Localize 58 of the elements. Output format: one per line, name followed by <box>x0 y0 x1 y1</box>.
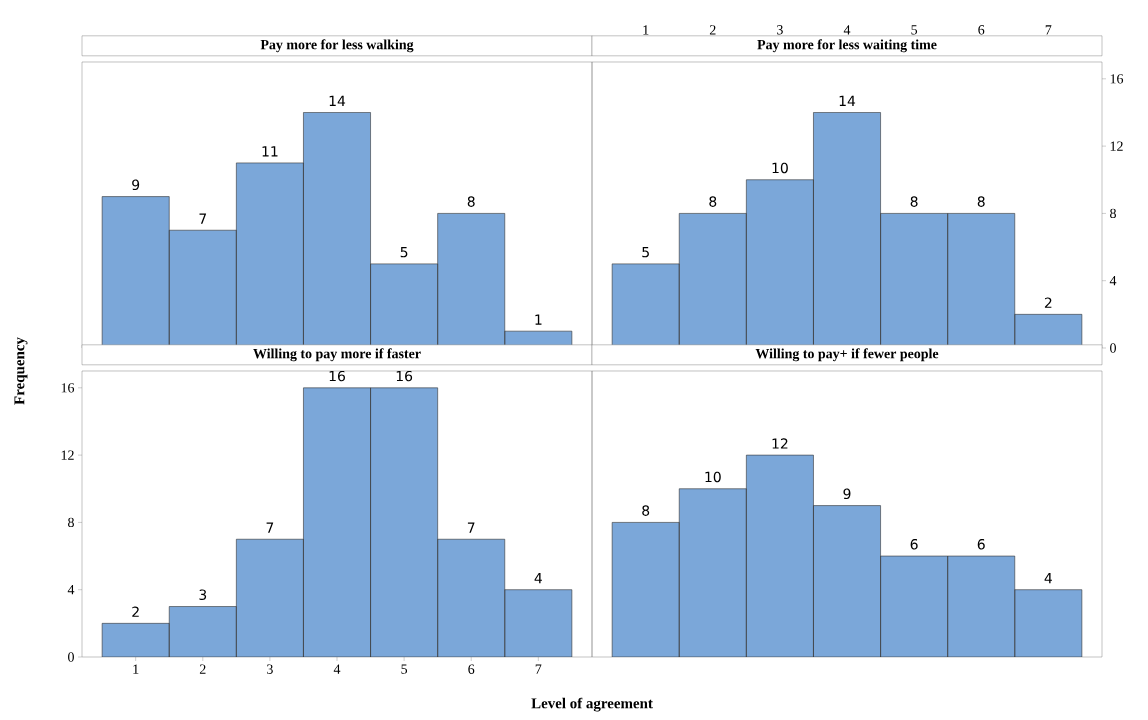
data-label: 5 <box>400 246 408 258</box>
x-tick-label: 6 <box>468 664 475 674</box>
data-label: 1 <box>535 314 542 325</box>
data-label: 8 <box>910 196 918 207</box>
data-label: 10 <box>772 162 788 174</box>
data-label: 6 <box>910 538 918 550</box>
data-label: 16 <box>396 370 413 382</box>
x-tick-label: 6 <box>978 25 985 35</box>
y-tick-label: 4 <box>67 585 75 595</box>
data-label: 9 <box>843 488 851 500</box>
data-label: 8 <box>709 196 717 207</box>
chart-title: Willing to pay+ if fewer people <box>755 348 939 362</box>
data-label: 6 <box>977 538 985 550</box>
x-tick-label: 1 <box>643 25 649 35</box>
data-label: 7 <box>467 522 475 533</box>
data-label: 8 <box>467 196 475 207</box>
chart-title: Willing to pay more if faster <box>253 348 421 362</box>
data-label: 11 <box>262 146 278 157</box>
data-label: 7 <box>199 213 207 224</box>
x-tick-label: 5 <box>401 664 408 674</box>
y-tick-label: 0 <box>68 652 74 662</box>
x-tick-label: 4 <box>843 25 851 35</box>
x-tick-label: 2 <box>709 25 716 35</box>
data-label: 2 <box>132 606 139 617</box>
chart-title: Pay more for less walking <box>260 39 414 53</box>
x-tick-label: 1 <box>133 664 139 674</box>
x-tick-label: 2 <box>199 664 206 674</box>
data-label: 5 <box>642 246 649 258</box>
chart-title: Pay more for less waiting time <box>757 39 937 53</box>
y-tick-label: 0 <box>1110 343 1116 353</box>
y-tick-label: 16 <box>1110 74 1124 84</box>
data-label: 8 <box>977 196 985 207</box>
data-label: 8 <box>642 505 650 516</box>
x-tick-label: 4 <box>333 664 341 674</box>
data-label: 4 <box>1044 573 1052 584</box>
x-tick-label: 3 <box>267 664 273 674</box>
x-tick-label: 5 <box>911 25 918 35</box>
x-tick-label: 7 <box>1045 25 1052 35</box>
data-label: 14 <box>839 95 856 106</box>
data-label: 2 <box>1044 297 1052 308</box>
y-axis-title: Frequency <box>14 337 28 405</box>
y-tick-label: 4 <box>1109 276 1117 286</box>
data-label: 10 <box>705 471 721 483</box>
data-label: 14 <box>329 95 346 106</box>
y-tick-label: 12 <box>61 450 74 460</box>
y-tick-label: 8 <box>68 517 74 528</box>
x-tick-label: 7 <box>535 664 542 674</box>
y-tick-label: 12 <box>1110 141 1123 151</box>
data-label: 3 <box>199 589 207 601</box>
data-label: 4 <box>534 573 542 584</box>
data-label: 12 <box>772 438 788 449</box>
data-label: 7 <box>266 522 274 533</box>
data-label: 9 <box>132 179 140 191</box>
x-tick-label: 3 <box>777 25 783 35</box>
y-tick-label: 16 <box>61 383 75 393</box>
x-axis-title: Level of agreement <box>531 697 653 712</box>
y-tick-label: 8 <box>1110 208 1116 219</box>
data-label: 16 <box>329 370 345 382</box>
